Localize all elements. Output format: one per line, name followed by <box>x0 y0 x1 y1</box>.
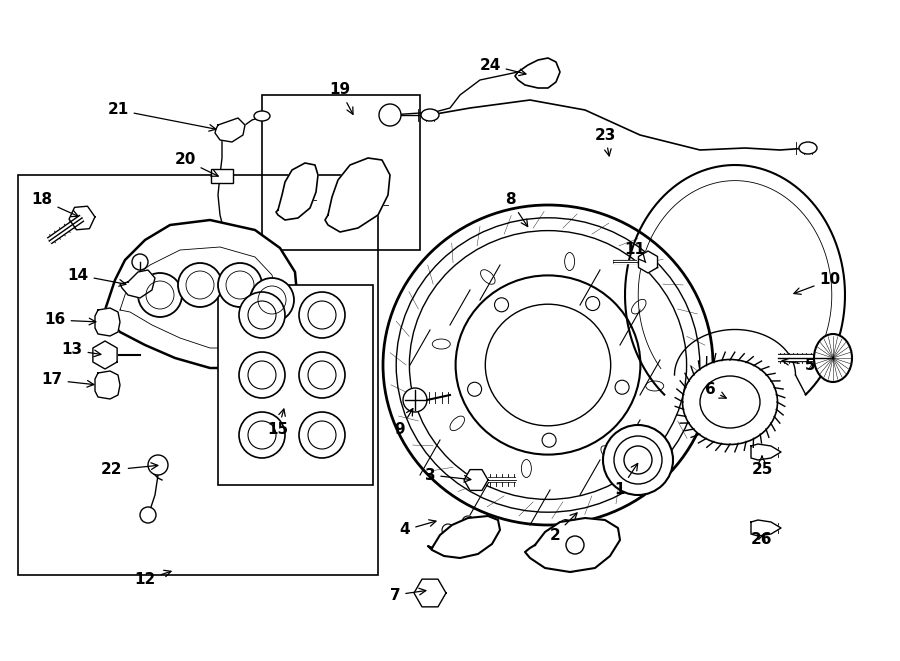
Polygon shape <box>464 469 488 490</box>
Ellipse shape <box>379 104 401 126</box>
Text: 21: 21 <box>107 102 216 131</box>
Polygon shape <box>751 444 781 460</box>
Polygon shape <box>93 341 117 369</box>
Ellipse shape <box>218 263 262 307</box>
Ellipse shape <box>239 412 285 458</box>
Polygon shape <box>95 308 120 336</box>
Polygon shape <box>751 520 781 536</box>
Polygon shape <box>414 579 446 607</box>
Polygon shape <box>525 518 620 572</box>
Text: 5: 5 <box>782 358 815 373</box>
Text: 17: 17 <box>41 373 94 387</box>
Text: 12: 12 <box>134 570 171 588</box>
Text: 13: 13 <box>61 342 101 358</box>
Text: 26: 26 <box>752 533 773 547</box>
Ellipse shape <box>239 352 285 398</box>
Text: 19: 19 <box>329 83 353 114</box>
Text: 22: 22 <box>101 463 158 477</box>
Polygon shape <box>428 516 500 558</box>
Ellipse shape <box>254 111 270 121</box>
Ellipse shape <box>603 425 673 495</box>
Text: 23: 23 <box>594 128 616 156</box>
Ellipse shape <box>682 360 778 444</box>
Text: 25: 25 <box>752 456 773 477</box>
Text: 14: 14 <box>68 268 126 286</box>
Polygon shape <box>325 158 390 232</box>
Polygon shape <box>95 371 120 399</box>
FancyBboxPatch shape <box>218 285 373 485</box>
Ellipse shape <box>403 388 427 412</box>
Ellipse shape <box>239 292 285 338</box>
Text: 16: 16 <box>44 313 95 327</box>
Polygon shape <box>276 163 318 220</box>
Text: 2: 2 <box>550 513 577 543</box>
Polygon shape <box>638 251 658 273</box>
Text: 9: 9 <box>395 408 413 438</box>
Ellipse shape <box>178 263 222 307</box>
Ellipse shape <box>299 412 345 458</box>
Text: 8: 8 <box>505 192 527 227</box>
Text: 7: 7 <box>390 588 426 602</box>
Polygon shape <box>69 206 95 230</box>
Text: 11: 11 <box>625 243 646 262</box>
Ellipse shape <box>250 278 294 322</box>
Polygon shape <box>215 118 245 142</box>
Text: 3: 3 <box>425 467 471 483</box>
Ellipse shape <box>299 352 345 398</box>
Text: 24: 24 <box>480 58 526 75</box>
Ellipse shape <box>799 142 817 154</box>
Text: 4: 4 <box>400 520 436 537</box>
Ellipse shape <box>140 507 156 523</box>
FancyBboxPatch shape <box>211 169 233 183</box>
Text: 6: 6 <box>705 383 726 398</box>
Text: 20: 20 <box>175 153 218 176</box>
Ellipse shape <box>138 273 182 317</box>
Text: 1: 1 <box>615 463 638 498</box>
Polygon shape <box>120 270 155 298</box>
Ellipse shape <box>814 334 852 382</box>
Ellipse shape <box>421 109 439 121</box>
Text: 10: 10 <box>794 272 841 294</box>
Ellipse shape <box>132 254 148 270</box>
Text: 18: 18 <box>32 192 78 217</box>
Ellipse shape <box>299 292 345 338</box>
Polygon shape <box>103 220 298 368</box>
Text: 15: 15 <box>267 409 289 438</box>
Ellipse shape <box>148 455 168 475</box>
Polygon shape <box>515 58 560 88</box>
